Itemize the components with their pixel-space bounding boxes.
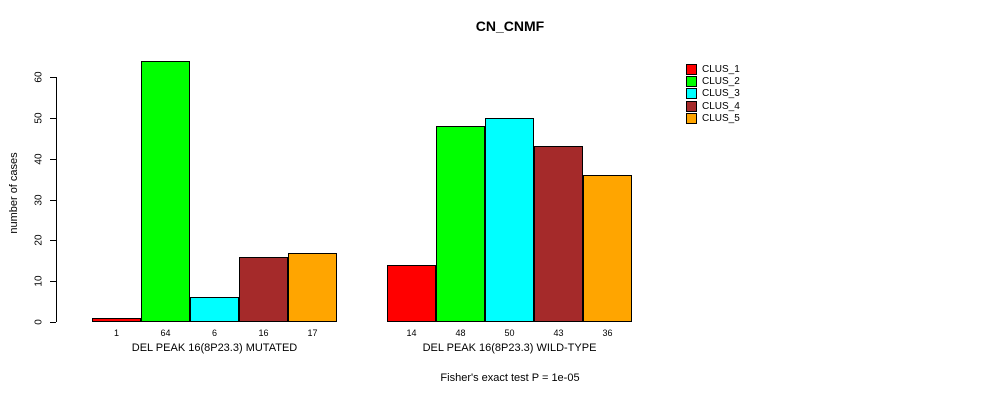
bar-clus_3-group2	[485, 118, 534, 322]
y-tick-mark	[50, 281, 56, 283]
legend-swatch-icon	[686, 100, 697, 112]
legend-swatch-icon	[686, 76, 697, 88]
bar-value-label: 48	[455, 328, 466, 338]
y-tick-label: 0	[33, 319, 45, 325]
legend: CLUS_1 CLUS_2 CLUS_3 CLUS_4 CLUS_5	[686, 63, 740, 125]
legend-item-clus_3: CLUS_3	[686, 88, 740, 100]
bar-value-label: 17	[307, 328, 318, 338]
y-tick-label: 50	[33, 112, 45, 124]
bar-value-label: 1	[113, 328, 119, 338]
chart-title: CN_CNMF	[475, 18, 545, 34]
bar-value-label: 6	[211, 328, 217, 338]
y-tick-label: 40	[33, 153, 45, 165]
y-tick-mark	[50, 199, 56, 201]
y-tick-mark	[50, 158, 56, 160]
legend-swatch-icon	[686, 113, 697, 125]
bar-clus_1-group1	[92, 318, 141, 322]
legend-item-clus_1: CLUS_1	[686, 63, 740, 75]
y-tick-mark	[50, 117, 56, 119]
bar-clus_1-group2	[387, 265, 436, 322]
legend-label: CLUS_2	[702, 76, 740, 88]
legend-label: CLUS_4	[702, 100, 740, 112]
legend-label: CLUS_5	[702, 113, 740, 125]
bar-value-label: 43	[553, 328, 564, 338]
y-axis-label: number of cases	[8, 152, 20, 234]
bar-clus_2-group1	[141, 61, 190, 322]
y-tick-mark	[50, 322, 56, 323]
bar-clus_4-group2	[534, 146, 583, 322]
legend-item-clus_5: CLUS_5	[686, 113, 740, 125]
y-tick-label: 30	[33, 193, 45, 206]
bar-value-label: 14	[406, 328, 417, 338]
bar-clus_3-group1	[190, 297, 239, 322]
legend-item-clus_4: CLUS_4	[686, 100, 740, 112]
bar-value-label: 50	[504, 328, 515, 338]
bar-clus_2-group2	[436, 126, 485, 322]
bar-clus_5-group2	[583, 175, 632, 322]
fisher-test-footnote: Fisher's exact test P = 1e-05	[440, 372, 580, 384]
y-tick-label: 60	[33, 71, 45, 83]
y-tick-mark	[50, 240, 56, 242]
bar-value-label: 64	[160, 328, 171, 338]
category-label-group2: DEL PEAK 16(8P23.3) WILD-TYPE	[422, 342, 597, 354]
bar-value-label: 16	[258, 328, 269, 338]
y-axis-line	[56, 77, 57, 322]
legend-item-clus_2: CLUS_2	[686, 75, 740, 88]
category-label-group1: DEL PEAK 16(8P23.3) MUTATED	[131, 342, 298, 354]
y-tick-label: 20	[33, 234, 45, 246]
legend-label: CLUS_3	[702, 88, 740, 100]
bar-clus_5-group1	[288, 253, 337, 322]
legend-swatch-icon	[686, 63, 697, 75]
y-tick-label: 10	[33, 275, 45, 287]
legend-swatch-icon	[686, 88, 697, 100]
legend-label: CLUS_1	[702, 63, 740, 75]
bar-value-label: 36	[602, 328, 613, 338]
bar-clus_4-group1	[239, 257, 288, 322]
y-tick-mark	[50, 77, 56, 78]
